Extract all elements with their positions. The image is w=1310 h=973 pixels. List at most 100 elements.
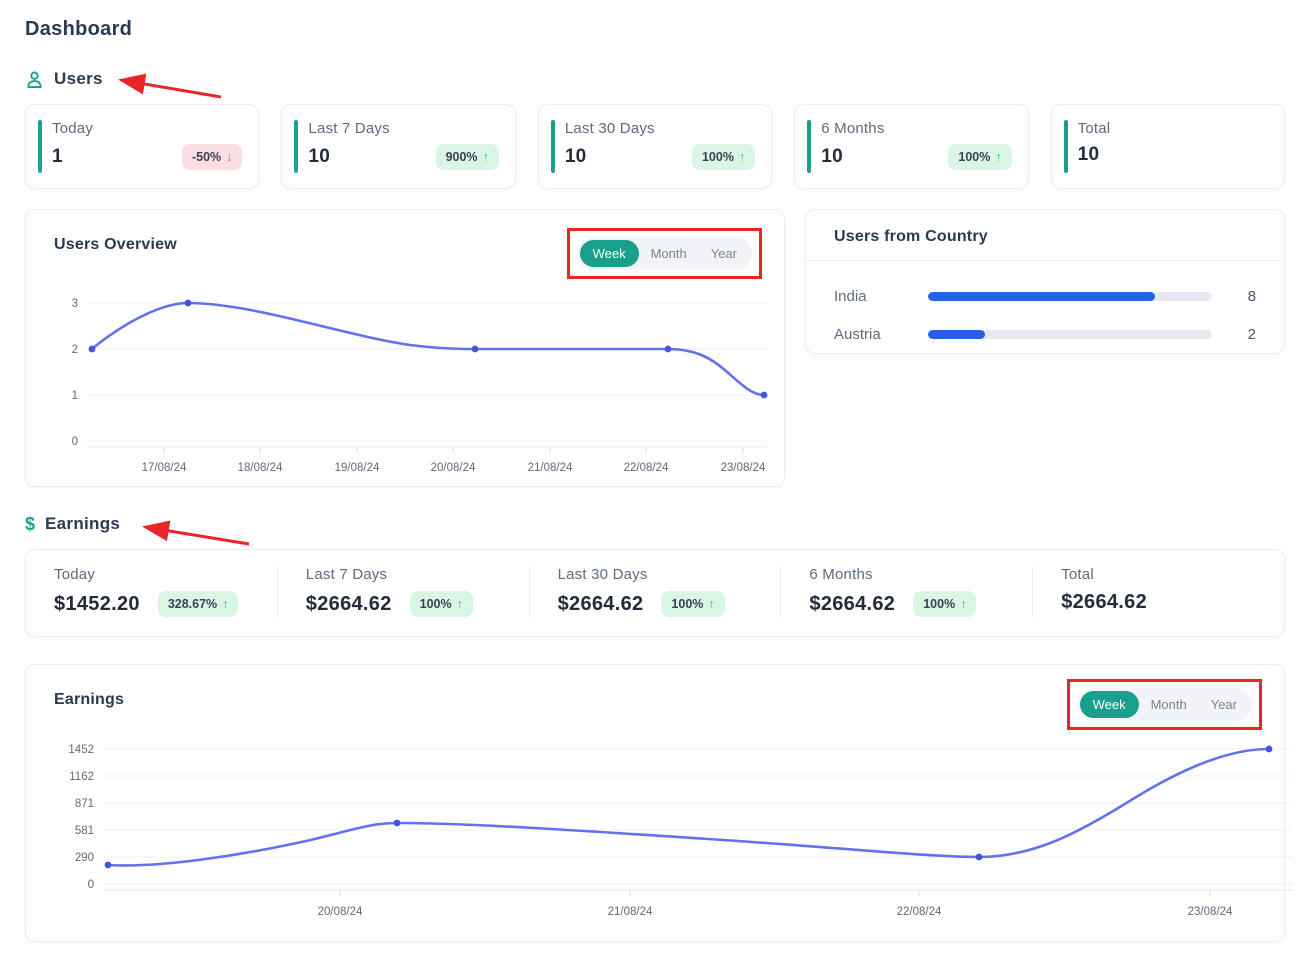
page-title: Dashboard [25,18,133,40]
earnings-stat-total: Total $2664.62 [1032,566,1284,618]
earnings-chart-title: Earnings [54,691,125,708]
users-overview-title: Users Overview [54,236,177,253]
y-tick-label: 0 [88,879,94,891]
stat-label: Total [1061,566,1094,583]
y-tick-label: 1452 [68,744,94,756]
y-tick-label: 2 [72,344,78,356]
change-badge: 100% ↑ [913,591,977,617]
users-stat-card-6-months: 6 Months 10 100% ↑ [794,104,1029,189]
change-badge: 100% ↑ [409,591,473,617]
toggle-option-month[interactable]: Month [1150,697,1187,712]
red-arrow-users-annotation [118,73,222,99]
users-series-line [90,301,766,397]
data-point-marker [1265,745,1273,753]
red-arrow-earnings-annotation [142,520,250,546]
users-stat-card-last-7-days: Last 7 Days 10 900% ↑ [281,104,516,189]
stat-label: 6 Months [821,120,885,137]
earnings-section-heading: $ Earnings [25,514,1285,546]
arrow-up-icon: ↑ [995,150,1002,164]
accent-bar [550,120,555,173]
earnings-range-toggle: Week Month Year [1076,688,1252,721]
earnings-line-chart-svg: 1452 1162 871 581 290 0 20/08/24 21/08/2… [68,744,1293,918]
dashboard-page: Dashboard Users Today 1 -50% ↓ Last 7 Day… [25,18,1293,942]
toggle-option-week[interactable]: Week [1079,691,1139,718]
country-label: Austria [834,326,881,343]
stat-label: Last 7 Days [305,566,388,583]
x-tick-label: 21/08/24 [528,462,573,474]
stat-label: Today [54,566,96,583]
users-overview-card: Users Overview Week Month Year [25,209,785,487]
change-badge: 328.67% ↑ [157,591,239,617]
x-tick-label: 20/08/24 [431,462,476,474]
accent-bar [1063,120,1068,173]
red-box-earnings-toggle-annotation: Week Month Year [1066,679,1262,730]
earnings-stat-6-months: 6 Months $2664.62 100% ↑ [780,566,1032,618]
arrow-up-icon: ↑ [960,597,967,611]
toggle-option-month[interactable]: Month [650,246,687,261]
stat-value: 10 [1077,144,1100,165]
change-badge: 100% ↑ [661,591,725,617]
x-tick-label: 17/08/24 [142,462,187,474]
toggle-option-week[interactable]: Week [579,240,639,267]
x-tick-label: 22/08/24 [897,906,942,918]
data-point-marker [184,299,192,307]
stat-label: Last 7 Days [308,120,390,137]
data-point-marker [471,345,479,353]
y-tick-label: 0 [72,436,78,448]
stat-value: $2664.62 [809,592,896,615]
data-point-marker [664,345,672,353]
earnings-stat-last-30-days: Last 30 Days $2664.62 100% ↑ [528,566,781,618]
stat-label: Last 30 Days [564,120,655,137]
arrow-up-icon: ↑ [482,150,489,164]
stat-label: Today [52,120,94,137]
earnings-stat-last-7-days: Last 7 Days $2664.62 100% ↑ [276,566,529,618]
stat-value: $1452.20 [54,592,140,615]
y-tick-label: 3 [72,298,78,310]
stat-value: $2664.62 [1061,591,1148,613]
change-badge: -50% ↓ [181,144,243,170]
x-tick-label: 21/08/24 [608,906,653,918]
users-stat-card-total: Total 10 [1050,104,1286,189]
users-section-heading: Users [25,69,1285,99]
x-tick-label: 23/08/24 [1188,906,1233,918]
red-box-users-toggle-annotation: Week Month Year [566,228,762,279]
earnings-heading-label: Earnings [45,514,121,533]
dollar-icon: $ [25,514,36,534]
change-badge: 100% ↑ [948,144,1012,170]
users-heading-label: Users [54,69,103,88]
toggle-option-year[interactable]: Year [1210,697,1237,712]
earnings-series-line [106,747,1271,867]
arrow-up-icon: ↑ [738,150,746,164]
data-point-marker [975,853,983,861]
country-label: India [834,288,867,305]
users-stat-card-last-30-days: Last 30 Days 10 100% ↑ [537,104,773,189]
x-tick-label: 20/08/24 [318,906,363,918]
data-point-marker [104,861,112,869]
toggle-option-year[interactable]: Year [710,246,737,261]
country-row-austria: Austria 2 [834,326,1256,343]
users-stat-row: Today 1 -50% ↓ Last 7 Days 10 900% ↑ Last … [25,104,1286,189]
earnings-stats-card: Today $1452.20 328.67% ↑ Last 7 Days $266… [25,549,1285,637]
change-badge: 900% ↑ [435,144,499,170]
country-bar-fill [928,330,985,339]
stat-label: Total [1077,120,1111,137]
stat-value: $2664.62 [557,592,644,615]
arrow-up-icon: ↑ [456,597,463,611]
x-tick-label: 19/08/24 [335,462,380,474]
users-stat-card-today: Today 1 -50% ↓ [25,104,260,189]
y-tick-label: 1 [72,390,78,402]
country-value: 8 [1247,288,1256,305]
y-tick-label: 290 [75,852,94,864]
country-row-india: India 8 [834,288,1256,305]
stat-value: 10 [308,146,331,167]
y-tick-label: 871 [75,798,94,810]
x-tick-label: 22/08/24 [624,462,669,474]
data-point-marker [88,345,96,353]
country-value: 2 [1247,326,1256,343]
y-tick-label: 581 [75,825,94,837]
y-tick-label: 1162 [69,771,94,783]
stat-value: $2664.62 [305,592,392,615]
data-point-marker [760,391,768,399]
stat-value: 10 [821,146,843,167]
users-from-country-title: Users from Country [834,228,988,245]
